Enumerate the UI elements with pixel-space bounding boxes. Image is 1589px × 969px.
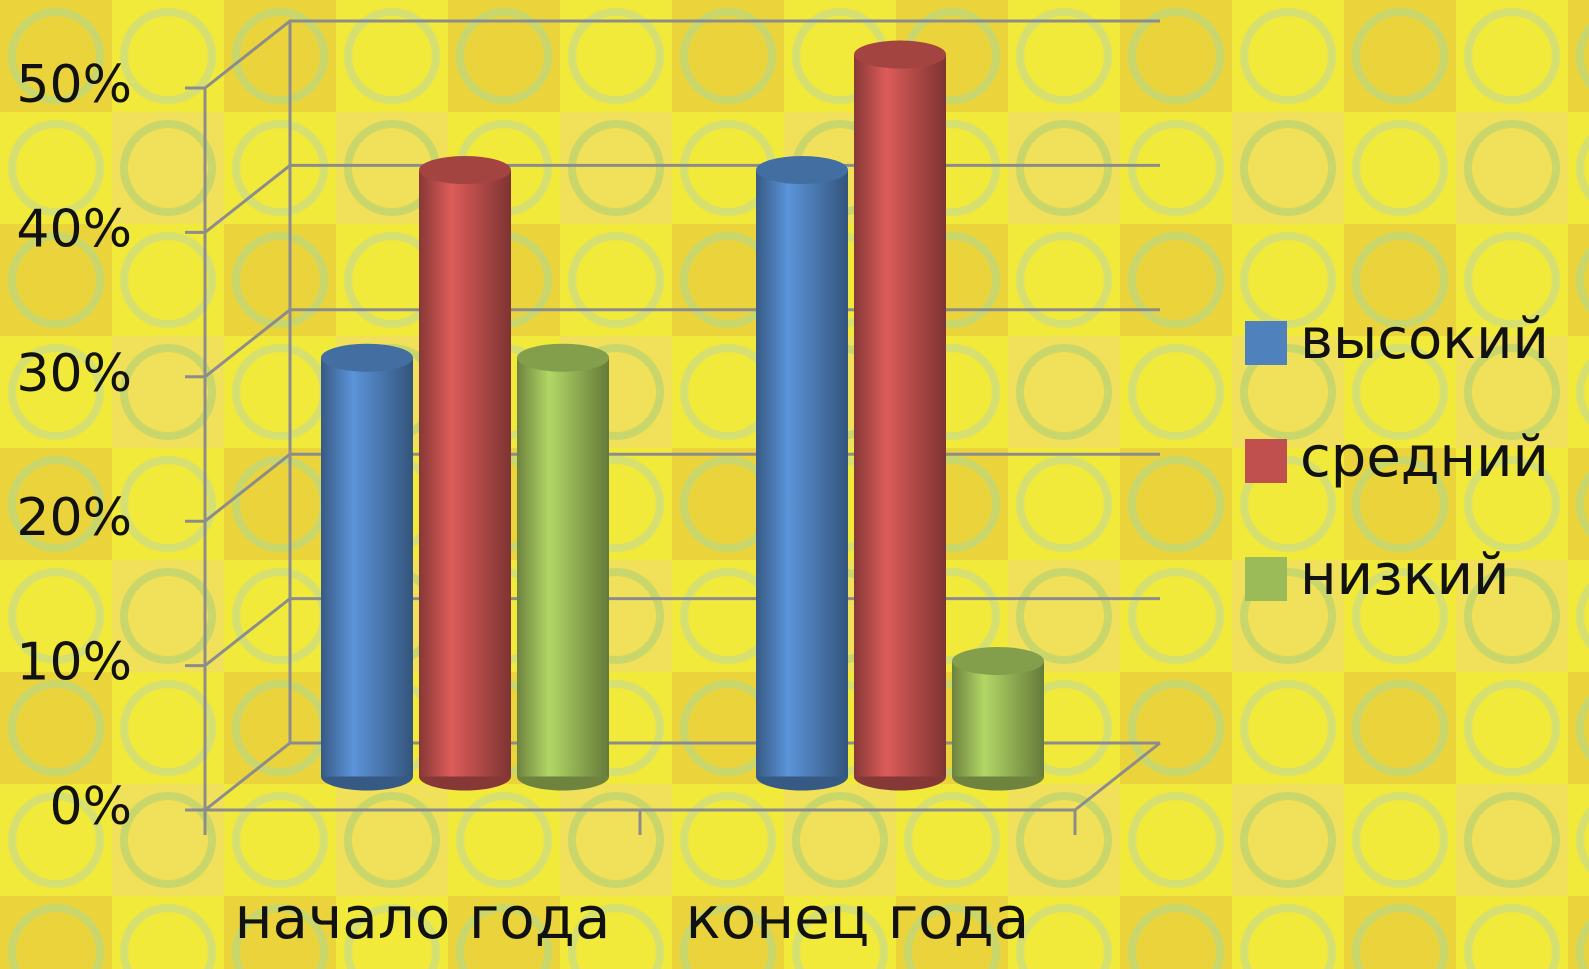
- y-tick-label: 20%: [16, 488, 132, 548]
- legend-swatch: [1245, 321, 1287, 365]
- x-tick-label: начало года: [235, 884, 611, 952]
- chart: 0% 10% 20% 30% 40% 50% начало года конец года в…: [0, 0, 1589, 969]
- bar: [419, 156, 511, 790]
- bar: [952, 647, 1044, 791]
- bar-top: [756, 156, 848, 184]
- bar-top: [854, 41, 946, 69]
- bar-body: [952, 661, 1044, 777]
- y-tick-label: 30%: [16, 344, 132, 404]
- y-tick-label: 50%: [16, 55, 132, 115]
- y-tick-label: 10%: [16, 633, 132, 693]
- bar-top: [517, 344, 609, 372]
- legend-label: высокий: [1300, 307, 1549, 372]
- legend-label: средний: [1300, 425, 1549, 490]
- bar: [756, 156, 848, 790]
- y-tick-label: 40%: [16, 199, 132, 259]
- legend-swatch: [1245, 557, 1287, 601]
- bar-top: [952, 647, 1044, 675]
- legend-swatch: [1245, 439, 1287, 483]
- bar-top: [321, 344, 413, 372]
- bar-body: [756, 170, 848, 776]
- bar: [321, 344, 413, 791]
- x-tick-label: конец года: [686, 884, 1030, 952]
- bar-body: [854, 55, 946, 777]
- y-tick-label: 0%: [50, 777, 133, 837]
- legend-label: низкий: [1300, 543, 1509, 608]
- bar-top: [419, 156, 511, 184]
- bar-body: [517, 358, 609, 777]
- bar-body: [419, 170, 511, 776]
- bar: [517, 344, 609, 791]
- bar-body: [321, 358, 413, 777]
- bar: [854, 41, 946, 791]
